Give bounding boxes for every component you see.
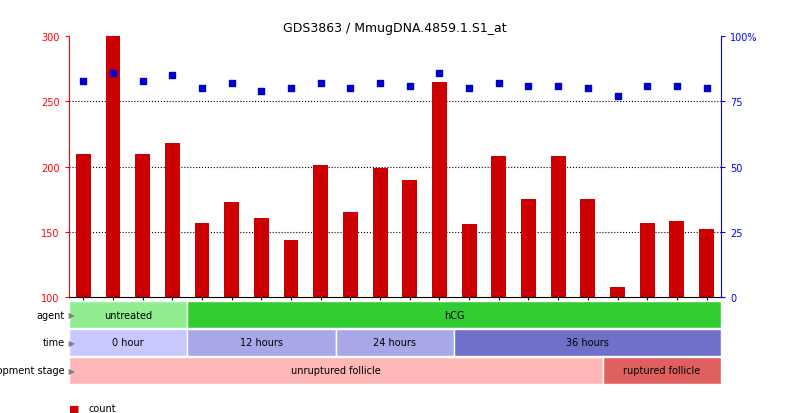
Text: 0 hour: 0 hour [112, 337, 143, 348]
Point [106, 70, 119, 77]
Bar [402, 180, 418, 297]
Point [433, 70, 446, 77]
Bar [492, 157, 506, 297]
Point [344, 86, 357, 93]
Point [285, 86, 297, 93]
Bar [432, 83, 447, 297]
Bar [284, 240, 298, 297]
Point [77, 78, 89, 85]
Text: ▶: ▶ [66, 311, 75, 319]
Text: ▶: ▶ [66, 338, 75, 347]
Bar [603, 357, 721, 384]
Point [374, 81, 387, 87]
Text: unruptured follicle: unruptured follicle [291, 365, 380, 375]
Bar [165, 144, 180, 297]
Point [226, 81, 239, 87]
Bar [187, 329, 335, 356]
Text: untreated: untreated [104, 310, 152, 320]
Bar [372, 169, 388, 297]
Point [641, 83, 654, 90]
Text: ▶: ▶ [66, 366, 75, 375]
Text: ■: ■ [69, 404, 79, 413]
Text: hCG: hCG [444, 310, 464, 320]
Bar [550, 157, 566, 297]
Text: 12 hours: 12 hours [240, 337, 283, 348]
Bar [187, 301, 721, 328]
Text: development stage: development stage [0, 365, 64, 375]
Bar [106, 37, 120, 297]
Bar [699, 230, 714, 297]
Point [314, 81, 327, 87]
Bar [254, 218, 269, 297]
Bar [580, 200, 596, 297]
Bar [135, 154, 150, 297]
Point [671, 83, 683, 90]
Bar [521, 200, 536, 297]
Text: count: count [89, 404, 116, 413]
Point [196, 86, 209, 93]
Bar [194, 223, 210, 297]
Point [611, 94, 624, 100]
Bar [69, 357, 603, 384]
Text: ruptured follicle: ruptured follicle [623, 365, 700, 375]
Bar [69, 301, 187, 328]
Text: 36 hours: 36 hours [567, 337, 609, 348]
Bar [610, 287, 625, 297]
Bar [314, 166, 328, 297]
Text: agent: agent [36, 310, 64, 320]
Point [522, 83, 535, 90]
Bar [670, 222, 684, 297]
Point [492, 81, 505, 87]
Text: 24 hours: 24 hours [373, 337, 417, 348]
Point [581, 86, 594, 93]
Point [551, 83, 564, 90]
Title: GDS3863 / MmugDNA.4859.1.S1_at: GDS3863 / MmugDNA.4859.1.S1_at [283, 21, 507, 35]
Bar [343, 213, 358, 297]
Point [403, 83, 416, 90]
Point [166, 73, 179, 80]
Bar [224, 202, 239, 297]
Bar [69, 329, 187, 356]
Bar [640, 223, 654, 297]
Point [463, 86, 476, 93]
Point [255, 88, 268, 95]
Bar [335, 329, 455, 356]
Bar [76, 154, 91, 297]
Bar [462, 225, 476, 297]
Bar [455, 329, 721, 356]
Text: time: time [43, 337, 64, 348]
Point [700, 86, 713, 93]
Point [136, 78, 149, 85]
